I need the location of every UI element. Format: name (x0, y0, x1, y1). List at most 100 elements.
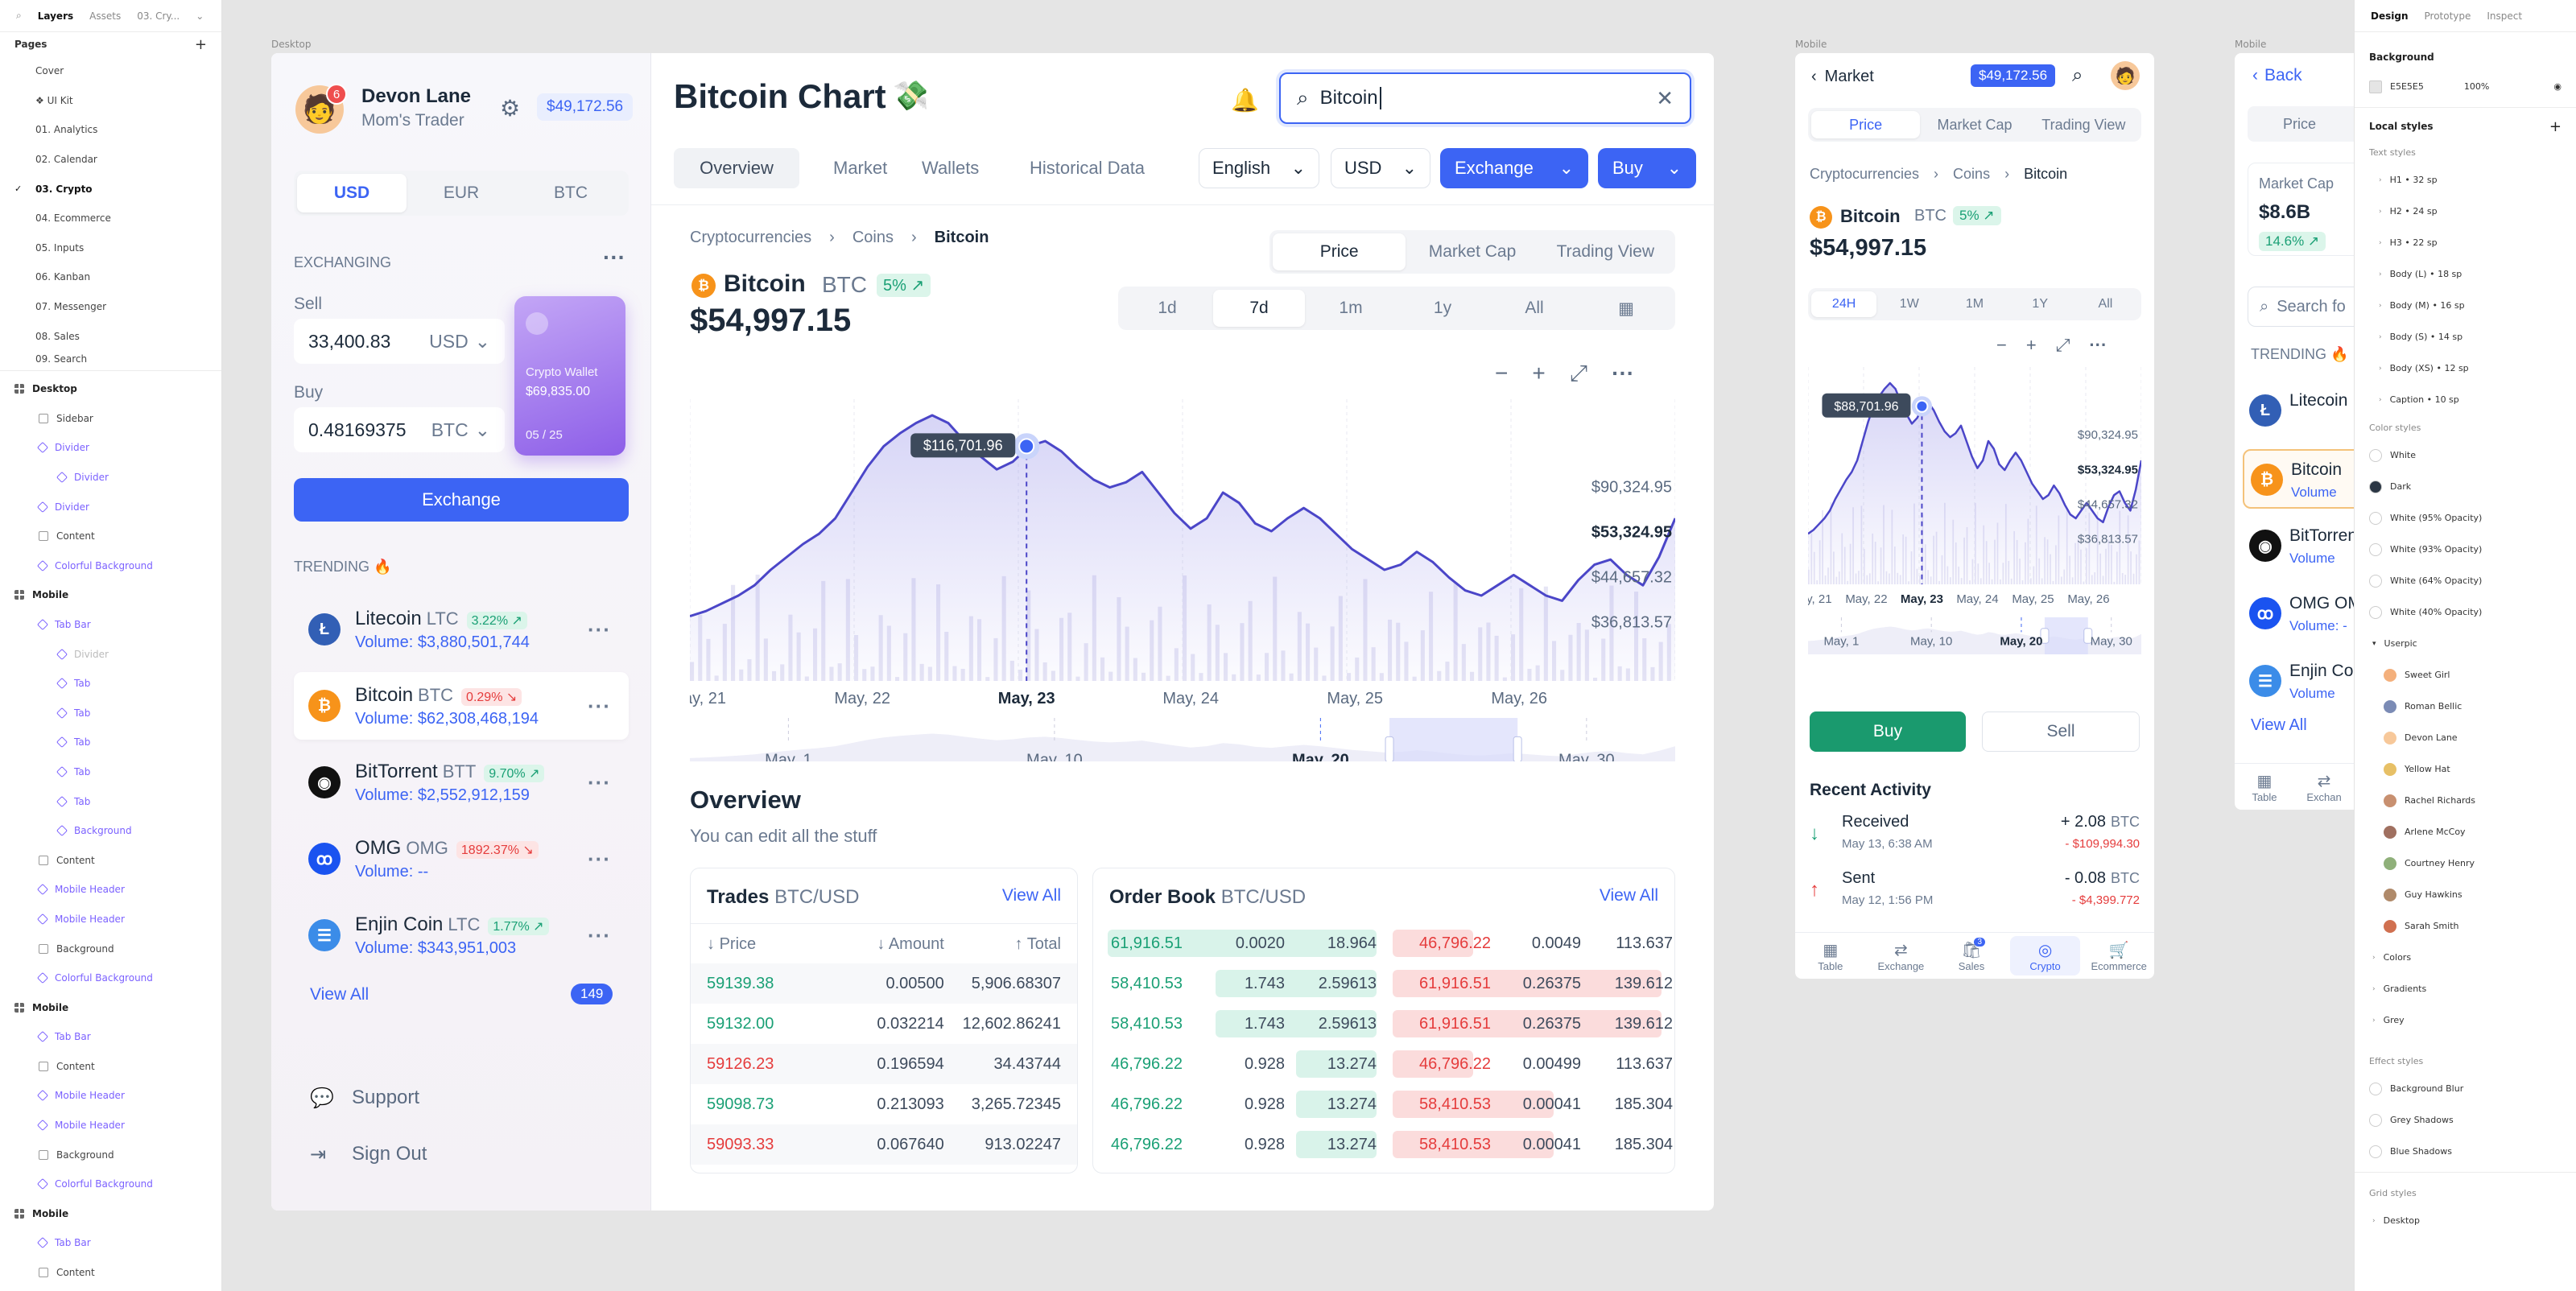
zoom-in-icon[interactable]: + (1532, 361, 1546, 386)
range-1w[interactable]: 1W (1899, 297, 1919, 311)
tab-price[interactable]: Price (1273, 233, 1406, 270)
buy-button[interactable]: Buy (1810, 711, 1966, 752)
buy-dropdown-button[interactable]: Buy ⌄ (1598, 148, 1696, 188)
page-item[interactable]: Cover (0, 56, 221, 86)
layer-item[interactable]: Mobile (0, 992, 221, 1022)
frame-label-mobile-2[interactable]: Mobile (2235, 39, 2267, 50)
page-item[interactable]: 09. Search (0, 351, 221, 367)
navigator-handle-right[interactable] (1513, 736, 1522, 761)
layer-item[interactable]: Mobile Header (0, 1081, 221, 1111)
tab-market[interactable]: Market (833, 158, 888, 178)
table-row[interactable]: 59139.38 0.00500 5,906.68307 (691, 963, 1077, 1004)
layer-item[interactable]: Background (0, 934, 221, 963)
bell-icon[interactable]: 🔔 (1231, 88, 1259, 113)
color-style-item[interactable]: White (2355, 439, 2576, 471)
layer-item[interactable]: Content (0, 845, 221, 875)
view-all-link[interactable]: View All (2251, 716, 2307, 734)
hover-point[interactable] (1915, 399, 1929, 413)
tab-price[interactable]: Price (2248, 106, 2354, 142)
grid-style-item[interactable]: › Desktop (2355, 1205, 2576, 1236)
more-icon[interactable]: ··· (603, 245, 625, 270)
range-24h[interactable]: 24H (1811, 291, 1877, 317)
color-style-item[interactable]: White (93% Opacity) (2355, 534, 2576, 565)
tab-wallets[interactable]: Wallets (922, 158, 980, 178)
tab-historical-data[interactable]: Historical Data (1030, 158, 1146, 178)
text-style-item[interactable]: › H1 • 32 sp (2355, 164, 2576, 196)
layer-item[interactable]: Tab (0, 669, 221, 699)
text-style-item[interactable]: › H2 • 24 sp (2355, 196, 2576, 227)
layer-item[interactable]: Content (0, 1052, 221, 1082)
trending-item[interactable]: Ł Litecoin (2243, 382, 2354, 441)
zoom-in-icon[interactable]: + (2025, 335, 2037, 355)
layer-item[interactable]: Background (0, 816, 221, 846)
tab-trading-view[interactable]: Trading View (1556, 242, 1655, 261)
page-item[interactable]: 01. Analytics (0, 115, 221, 145)
page-item[interactable]: 07. Messenger (0, 292, 221, 322)
userpic-item[interactable]: Sweet Girl (2355, 659, 2576, 691)
layer-item[interactable]: Tab Bar (0, 1228, 221, 1258)
eye-icon[interactable]: ◉ (2553, 81, 2562, 92)
layer-item[interactable]: Tab Bar (0, 610, 221, 640)
table-row[interactable]: 58,410.53 1.743 2.59613 61,916.51 0.26375 139… (1108, 963, 1673, 1004)
navigator-window[interactable] (2044, 617, 2088, 654)
navigator-window[interactable] (1389, 718, 1518, 761)
table-row[interactable]: 61,916.51 0.0020 18.964 46,796.22 0.0049 113.… (1108, 923, 1673, 963)
layer-item[interactable]: Background (0, 1140, 221, 1169)
add-style-icon[interactable]: + (2549, 118, 2562, 135)
col-total[interactable]: ↑ Total (1014, 934, 1061, 953)
tab-layers[interactable]: Layers (37, 10, 74, 22)
trades-view-all[interactable]: View All (1001, 886, 1061, 905)
page-item[interactable]: 02. Calendar (0, 145, 221, 175)
back-button[interactable]: ‹ Back (2252, 66, 2302, 85)
userpic-item[interactable]: Courtney Henry (2355, 848, 2576, 879)
more-icon[interactable]: ··· (1612, 361, 1635, 386)
layer-item[interactable]: Mobile (0, 1199, 221, 1229)
layer-item[interactable]: Mobile Header (0, 875, 221, 905)
sign-out-link[interactable]: Sign Out (352, 1143, 427, 1165)
userpic-group[interactable]: ▾ Userpic (2372, 638, 2417, 649)
tab-market-cap[interactable]: Market Cap (1428, 242, 1517, 261)
userpic-item[interactable]: Roman Bellic (2355, 691, 2576, 722)
userpic-item[interactable]: Arlene McCoy (2355, 816, 2576, 848)
layer-item[interactable]: Divider (0, 463, 221, 493)
gear-icon[interactable]: ⚙ (500, 96, 521, 121)
userpic-item[interactable]: Sarah Smith (2355, 910, 2576, 942)
layer-item[interactable]: Sidebar (0, 404, 221, 434)
tab-usd[interactable]: USD (297, 174, 407, 212)
price-chart[interactable]: $116,701.96 $90,324.95 $53,324.95 $44,657.3… (690, 351, 1675, 761)
layer-item[interactable]: Colorful Background (0, 963, 221, 993)
frame-label-desktop[interactable]: Desktop (271, 39, 312, 50)
tab-item[interactable]: ▦ Table (2235, 764, 2294, 810)
layer-item[interactable]: Divider (0, 433, 221, 463)
range-1m[interactable]: 1M (1965, 297, 1984, 311)
search-input[interactable]: ⌕ Bitcoin ✕ (1279, 72, 1691, 124)
color-style-item[interactable]: White (64% Opacity) (2355, 565, 2576, 596)
hover-point[interactable] (1018, 438, 1035, 455)
layer-item[interactable]: Content (0, 522, 221, 551)
more-icon[interactable]: ··· (588, 693, 611, 718)
more-icon[interactable]: ··· (588, 617, 611, 641)
layer-item[interactable]: Desktop (0, 374, 221, 404)
crypto-wallet-card[interactable]: Crypto Wallet $69,835.00 05 / 25 (514, 296, 625, 456)
range-7d[interactable]: 7d (1213, 290, 1305, 327)
trending-item[interactable]: ◉ BitTorrent BTT 9.70% ↗ Volume: $2,552,912,… (294, 749, 629, 816)
page-item[interactable]: 05. Inputs (0, 233, 221, 263)
exchange-dropdown-button[interactable]: Exchange ⌄ (1440, 148, 1588, 188)
avatar[interactable]: 🧑 (2111, 61, 2140, 90)
text-style-item[interactable]: › Body (M) • 16 sp (2355, 290, 2576, 321)
sell-currency[interactable]: USD (429, 330, 469, 352)
trending-item[interactable]: ₿ Bitcoin BTC 0.29% ↘ Volume: $62,308,468,19… (294, 672, 629, 740)
clear-icon[interactable]: ✕ (1656, 85, 1674, 110)
navigator-handle-right[interactable] (2083, 628, 2093, 644)
background-swatch[interactable] (2369, 80, 2382, 93)
layer-item[interactable]: Tab (0, 698, 221, 728)
layer-item[interactable]: Divider (0, 639, 221, 669)
search-icon[interactable]: ⌕ (2072, 64, 2083, 86)
sell-button[interactable]: Sell (1982, 711, 2140, 752)
table-row[interactable]: 46,796.22 0.928 13.274 46,796.22 0.00499 113.… (1108, 1044, 1673, 1084)
page-item[interactable]: 06. Kanban (0, 262, 221, 292)
text-style-item[interactable]: › H3 • 22 sp (2355, 227, 2576, 258)
breadcrumb-item[interactable]: Coins (1953, 166, 1991, 182)
tab-market-cap[interactable]: Market Cap (1937, 116, 2013, 133)
userpic-item[interactable]: Rachel Richards (2355, 785, 2576, 816)
